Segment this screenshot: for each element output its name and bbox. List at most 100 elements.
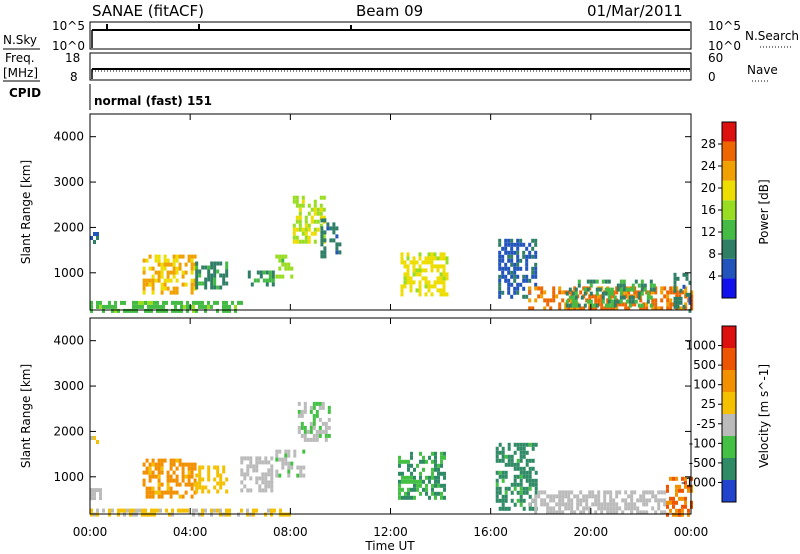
power-echo-cell — [591, 306, 595, 311]
power-echo-cell — [610, 303, 614, 308]
freq-label-line2: [MHz] — [3, 66, 38, 80]
velocity-echo-cell — [278, 449, 282, 454]
velocity-echo-cell — [184, 474, 188, 479]
velocity-echo-cell — [154, 466, 158, 471]
power-echo-cell — [175, 290, 179, 295]
power-echo-cell — [688, 292, 692, 297]
velocity-echo-cell — [516, 442, 520, 447]
velocity-echo-cell — [612, 498, 616, 503]
power-echo-cell — [184, 262, 188, 267]
power-echo-cell — [157, 274, 161, 279]
velocity-echo-cell — [270, 488, 274, 493]
velocity-echo-cell — [99, 496, 102, 501]
power-echo-cell — [290, 266, 294, 271]
velocity-echo-cell — [303, 409, 307, 414]
velocity-echo-cell — [240, 456, 244, 461]
velocity-echo-cell — [657, 502, 661, 507]
power-echo-cell — [320, 218, 324, 223]
power-echo-cell — [192, 300, 195, 305]
power-echo-cell — [307, 211, 311, 216]
velocity-echo-cell — [198, 512, 201, 517]
velocity-echo-cell — [672, 496, 675, 501]
power-echo-cell — [622, 295, 626, 300]
power-echo-cell — [678, 306, 682, 311]
power-echo-cell — [332, 222, 336, 227]
power-echo-cell — [108, 304, 111, 309]
velocity-echo-cell — [612, 502, 616, 507]
velocity-echo-cell — [279, 512, 282, 517]
power-ytick-label: 1000 — [53, 266, 84, 280]
power-echo-cell — [96, 236, 99, 240]
velocity-echo-cell — [204, 508, 207, 513]
power-echo-cell — [171, 308, 174, 313]
velocity-echo-cell — [160, 490, 164, 495]
velocity-echo-cell — [407, 491, 410, 496]
velocity-echo-cell — [318, 417, 322, 422]
velocity-echo-cell — [117, 508, 120, 513]
velocity-echo-cell — [440, 491, 443, 496]
power-echo-cell — [175, 254, 179, 259]
power-echo-cell — [316, 211, 320, 216]
power-echo-cell — [304, 231, 308, 236]
velocity-echo-cell — [570, 506, 574, 511]
velocity-echo-cell — [258, 488, 262, 493]
velocity-echo-cell — [284, 453, 288, 458]
velocity-echo-cell — [160, 470, 164, 475]
velocity-echo-cell — [284, 461, 288, 466]
velocity-echo-cell — [615, 510, 619, 515]
velocity-echo-cell — [309, 429, 313, 434]
velocity-echo-cell — [558, 490, 562, 495]
velocity-echo-cell — [258, 460, 262, 465]
power-echo-cell — [213, 261, 217, 266]
velocity-echo-cell — [246, 456, 250, 461]
power-echo-cell — [320, 242, 324, 247]
velocity-echo-cell — [216, 465, 220, 470]
velocity-echo-cell — [267, 472, 271, 477]
power-echo-cell — [654, 306, 658, 311]
velocity-echo-cell — [201, 512, 204, 517]
power-echo-cell — [592, 279, 596, 284]
velocity-echo-cell — [525, 458, 529, 463]
velocity-echo-cell — [603, 494, 607, 499]
velocity-echo-cell — [636, 498, 640, 503]
velocity-echo-cell — [216, 469, 220, 474]
power-echo-cell — [574, 303, 578, 308]
power-echo-cell — [607, 295, 611, 300]
power-echo-cell — [676, 296, 680, 301]
velocity-echo-cell — [163, 490, 167, 495]
velocity-echo-cell — [281, 465, 285, 470]
velocity-echo-cell — [151, 474, 155, 479]
power-echo-cell — [163, 266, 167, 271]
velocity-echo-cell — [501, 454, 505, 459]
velocity-echo-cell — [552, 506, 556, 511]
velocity-echo-cell — [594, 502, 598, 507]
power-echo-cell — [625, 287, 629, 292]
power-echo-cell — [504, 278, 508, 283]
velocity-echo-cell — [501, 498, 505, 503]
velocity-echo-cell — [126, 508, 129, 513]
velocity-echo-cell — [172, 490, 176, 495]
velocity-echo-cell — [609, 506, 613, 511]
velocity-echo-cell — [416, 487, 419, 492]
power-echo-cell — [565, 291, 569, 296]
power-echo-cell — [606, 298, 610, 303]
power-colorbar-segment — [722, 219, 736, 240]
velocity-echo-cell — [219, 473, 223, 478]
velocity-echo-cell — [193, 482, 197, 487]
power-echo-cell — [534, 270, 538, 275]
power-echo-cell — [175, 270, 179, 275]
power-echo-cell — [510, 282, 514, 287]
power-echo-cell — [216, 269, 220, 274]
velocity-echo-cell — [225, 508, 228, 513]
power-echo-cell — [153, 304, 156, 309]
velocity-echo-cell — [309, 409, 313, 414]
power-echo-cell — [525, 262, 529, 267]
power-echo-cell — [292, 195, 296, 200]
velocity-echo-cell — [567, 506, 571, 511]
power-echo-cell — [172, 270, 176, 275]
power-echo-cell — [586, 299, 590, 304]
power-echo-cell — [433, 280, 437, 285]
power-echo-cell — [690, 306, 694, 311]
power-echo-cell — [298, 215, 302, 220]
velocity-echo-cell — [627, 506, 631, 511]
